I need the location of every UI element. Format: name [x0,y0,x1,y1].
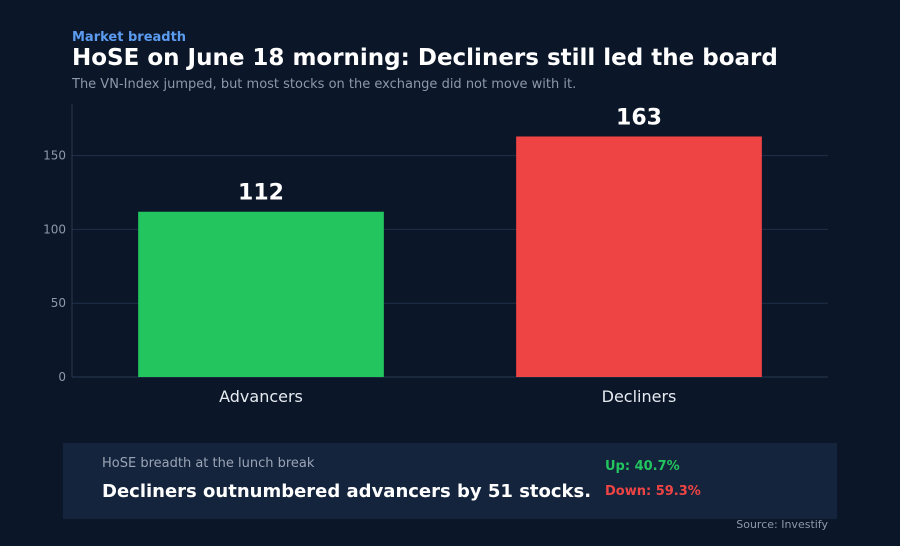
stat-down: Down: 59.3% [605,484,701,499]
stat-up: Up: 40.7% [605,459,680,474]
data-label: 112 [238,181,284,206]
x-tick-label: Advancers [219,387,303,406]
chart-kicker: Market breadth [72,30,187,45]
bar-advancers [138,211,384,377]
x-tick-label: Decliners [602,387,677,406]
summary-panel: HoSE breadth at the lunch break Decliner… [63,443,837,519]
y-tick-label: 50 [51,296,66,310]
data-label: 163 [616,105,662,130]
source-note: Source: Investify [736,518,828,531]
bar-chart: 0 50 100 150 112 Advancers 163 Decliners [43,104,828,406]
y-tick-label: 100 [43,222,66,236]
summary-headline: Decliners outnumbered advancers by 51 st… [102,481,592,502]
summary-label: HoSE breadth at the lunch break [102,456,315,471]
chart-subtitle: The VN-Index jumped, but most stocks on … [72,77,577,92]
y-tick-label: 150 [43,149,66,163]
chart-title: HoSE on June 18 morning: Decliners still… [72,45,778,71]
y-tick-label: 0 [58,370,66,384]
bar-decliners [516,136,762,377]
